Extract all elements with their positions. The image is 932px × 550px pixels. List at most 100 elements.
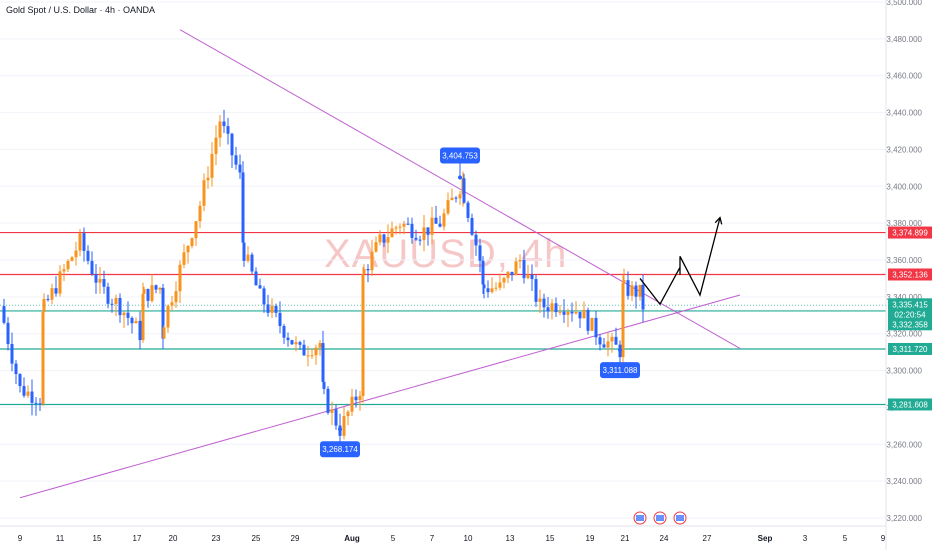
candle-body: [466, 202, 470, 218]
candle-body: [190, 238, 194, 247]
candle-body: [70, 257, 74, 261]
candle-body: [514, 261, 518, 276]
candle-body: [266, 304, 270, 313]
candle-body: [470, 217, 474, 235]
price-tick-label: 3,400.000: [886, 182, 922, 191]
candle-body: [254, 271, 258, 286]
candle-body: [206, 177, 210, 181]
date-tick-label: 15: [93, 534, 102, 543]
date-tick-label: 5: [843, 534, 848, 543]
candle-body: [426, 227, 430, 235]
candle-body: [442, 213, 446, 227]
candle-body: [234, 155, 238, 165]
candle-body: [130, 317, 134, 324]
date-tick-label: Sep: [758, 534, 773, 543]
date-tick-label: Aug: [344, 534, 360, 543]
candle-body: [322, 381, 326, 389]
candle-body: [26, 391, 30, 396]
candle-body: [494, 287, 498, 289]
candle-body: [86, 250, 90, 261]
candle-body: [454, 197, 458, 199]
price-tick-label: 3,240.000: [886, 477, 922, 486]
candle-body: [302, 344, 306, 356]
date-tick-label: 9: [881, 534, 886, 543]
candle-body: [262, 288, 266, 305]
price-tick-label: 3,380.000: [886, 219, 922, 228]
candle-body: [554, 303, 558, 313]
candle-body: [638, 284, 642, 297]
candle-body: [634, 285, 638, 297]
candle-body: [94, 274, 98, 283]
candle-body: [414, 237, 418, 240]
candle-body: [478, 245, 482, 261]
candle-body: [542, 298, 546, 308]
price-tick-label: 3,320.000: [886, 330, 922, 339]
annotation-box: [320, 441, 360, 458]
candle-body: [594, 317, 598, 338]
candle-body: [194, 221, 198, 239]
annotation-box: [600, 362, 640, 379]
candle-body: [510, 271, 514, 276]
candle-body: [50, 288, 54, 300]
candle-body: [346, 411, 350, 417]
candle-body: [241, 172, 245, 243]
candle-body: [406, 223, 410, 225]
candle-body: [246, 254, 250, 261]
candle-body: [154, 285, 158, 290]
candle-body: [378, 234, 382, 243]
candle-body: [474, 234, 478, 246]
candle-body: [366, 269, 370, 271]
candle-body: [90, 260, 94, 275]
candle-body: [314, 347, 318, 356]
current-price-tag-box: [888, 298, 932, 331]
candle-body: [142, 288, 146, 294]
candle-body: [161, 287, 165, 339]
candle-body: [82, 233, 86, 251]
candle-body: [534, 279, 538, 302]
price-tick-label: 3,440.000: [886, 109, 922, 118]
candle-body: [274, 305, 278, 313]
candle-body: [214, 137, 218, 154]
price-tick-label: 3,460.000: [886, 72, 922, 81]
candle-body: [418, 239, 422, 241]
candle-body: [186, 246, 190, 253]
price-tick-label: 3,480.000: [886, 35, 922, 44]
candle-body: [134, 320, 138, 324]
candle-body: [126, 312, 130, 318]
candle-body: [422, 227, 426, 240]
candle-body: [298, 342, 302, 345]
candle-body: [198, 205, 202, 222]
candle-body: [294, 342, 298, 345]
candle-body: [158, 287, 162, 290]
level-tag-label: 3,374.899: [892, 229, 928, 238]
annotation-dot: [338, 427, 342, 432]
candle-body: [398, 226, 402, 228]
candle-body: [538, 298, 542, 302]
candle-body: [258, 285, 262, 289]
candle-body: [462, 178, 466, 203]
trendline-descending: [179, 29, 741, 349]
candle-body: [30, 391, 34, 403]
candle-body: [242, 242, 246, 261]
date-tick-label: 17: [133, 534, 142, 543]
candle-body: [22, 386, 26, 396]
candle-body: [574, 312, 578, 314]
candle-body: [330, 409, 334, 413]
candle-body: [458, 194, 462, 199]
candle-body: [570, 311, 574, 314]
candle-body: [566, 311, 570, 315]
date-tick-label: 21: [621, 534, 630, 543]
countdown-label: 02:20:54: [894, 310, 926, 319]
candle-body: [622, 280, 626, 283]
candle-body: [146, 288, 150, 301]
candle-body: [550, 303, 554, 312]
candle-body: [250, 254, 254, 272]
candle-body: [10, 343, 14, 364]
candle-body: [530, 274, 534, 280]
candle-body: [386, 237, 390, 243]
date-tick-label: 27: [703, 534, 712, 543]
candle-body: [526, 274, 530, 279]
annotation-box: [440, 147, 480, 164]
candle-body: [374, 242, 378, 252]
